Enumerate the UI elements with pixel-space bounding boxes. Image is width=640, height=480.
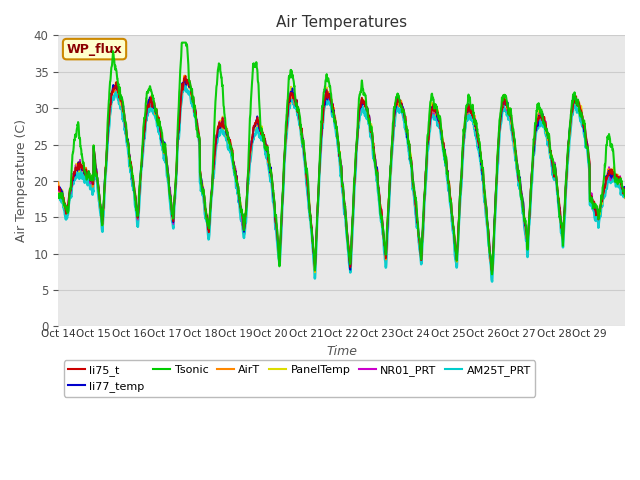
Text: WP_flux: WP_flux — [67, 43, 122, 56]
Y-axis label: Air Temperature (C): Air Temperature (C) — [15, 120, 28, 242]
X-axis label: Time: Time — [326, 345, 357, 358]
Title: Air Temperatures: Air Temperatures — [276, 15, 407, 30]
Legend: li75_t, li77_temp, Tsonic, AirT, PanelTemp, NR01_PRT, AM25T_PRT: li75_t, li77_temp, Tsonic, AirT, PanelTe… — [64, 360, 535, 396]
